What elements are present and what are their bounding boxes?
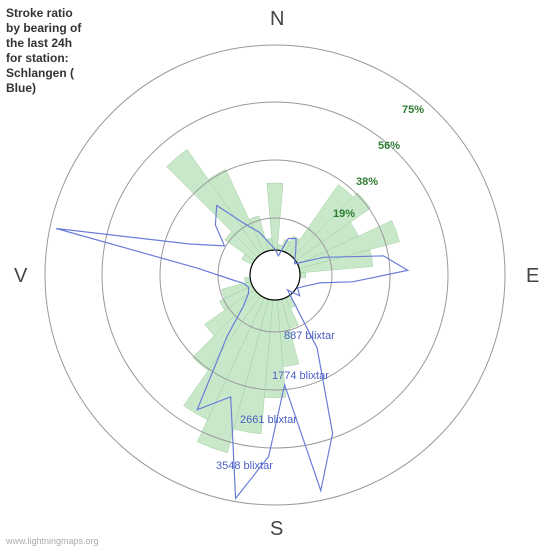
compass-s: S: [270, 518, 283, 541]
count-label: 887 blixtar: [284, 330, 335, 342]
ring-label: 19%: [333, 208, 355, 220]
chart-container: Stroke ratio by bearing of the last 24h …: [0, 0, 550, 550]
count-label: 1774 blixtar: [272, 370, 329, 382]
compass-e: E: [526, 265, 539, 288]
attribution: www.lightningmaps.org: [6, 536, 99, 546]
polar-plot: [0, 0, 550, 550]
ring-label: 56%: [378, 140, 400, 152]
count-label: 3548 blixtar: [216, 460, 273, 472]
count-label: 2661 blixtar: [240, 414, 297, 426]
compass-n: N: [270, 8, 284, 31]
ring-label: 38%: [356, 176, 378, 188]
compass-v: V: [14, 265, 27, 288]
ring-label: 75%: [402, 104, 424, 116]
